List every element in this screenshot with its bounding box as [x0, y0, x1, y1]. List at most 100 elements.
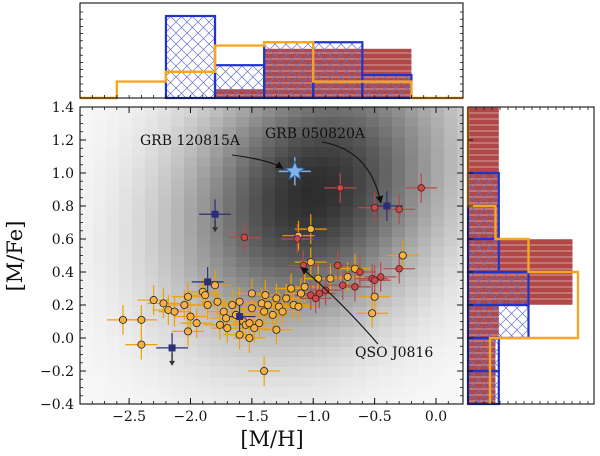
- density-cell: [158, 137, 171, 147]
- density-cell: [249, 177, 262, 187]
- density-cell: [132, 287, 145, 297]
- density-cell: [80, 147, 93, 157]
- density-cell: [288, 207, 301, 217]
- density-cell: [314, 397, 327, 404]
- density-cell: [80, 207, 93, 217]
- density-cell: [210, 237, 223, 247]
- y-tick-label: 0.6: [52, 232, 74, 248]
- y-tick-label: 0.8: [52, 199, 74, 215]
- density-cell: [171, 257, 184, 267]
- density-cell: [457, 177, 463, 187]
- density-cell: [444, 187, 457, 197]
- density-cell: [171, 197, 184, 207]
- density-cell: [184, 367, 197, 377]
- right-histogram-bars: [466, 107, 580, 406]
- density-cell: [93, 327, 106, 337]
- density-cell: [106, 307, 119, 317]
- density-cell: [145, 107, 158, 117]
- density-cell: [145, 347, 158, 357]
- density-cell: [145, 277, 158, 287]
- density-cell: [366, 127, 379, 137]
- density-cell: [444, 147, 457, 157]
- density-cell: [184, 337, 197, 347]
- orange-point: [260, 366, 269, 375]
- density-cell: [405, 127, 418, 137]
- density-cell: [431, 387, 444, 397]
- density-cell: [457, 137, 463, 147]
- density-cell: [223, 227, 236, 237]
- density-cell: [353, 237, 366, 247]
- density-cell: [314, 127, 327, 137]
- density-cell: [314, 237, 327, 247]
- density-cell: [301, 397, 314, 404]
- y-tick-label: 1.2: [52, 133, 74, 149]
- density-cell: [457, 307, 463, 317]
- density-cell: [93, 307, 106, 317]
- density-cell: [418, 307, 431, 317]
- density-cell: [184, 147, 197, 157]
- density-cell: [366, 197, 379, 207]
- density-cell: [197, 337, 210, 347]
- density-cell: [145, 167, 158, 177]
- density-cell: [340, 307, 353, 317]
- density-cell: [132, 357, 145, 367]
- density-cell: [392, 277, 405, 287]
- density-cell: [366, 167, 379, 177]
- density-cell: [418, 197, 431, 207]
- density-cell: [405, 307, 418, 317]
- density-cell: [457, 287, 463, 297]
- density-cell: [236, 177, 249, 187]
- density-cell: [249, 137, 262, 147]
- density-cell: [249, 387, 262, 397]
- density-cell: [366, 387, 379, 397]
- density-cell: [80, 287, 93, 297]
- density-cell: [366, 107, 379, 117]
- density-cell: [236, 287, 249, 297]
- density-cell: [93, 197, 106, 207]
- y-tick-label: −0.4: [40, 397, 74, 413]
- density-cell: [288, 227, 301, 237]
- density-cell: [93, 207, 106, 217]
- orange-point: [184, 292, 193, 301]
- density-cell: [119, 117, 132, 127]
- density-cell: [366, 117, 379, 127]
- density-cell: [119, 227, 132, 237]
- density-cell: [132, 207, 145, 217]
- density-cell: [119, 107, 132, 117]
- density-cell: [249, 237, 262, 247]
- density-cell: [197, 157, 210, 167]
- density-cell: [340, 247, 353, 257]
- density-cell: [301, 227, 314, 237]
- y-tick-label: 1.4: [52, 100, 74, 116]
- density-cell: [301, 147, 314, 157]
- density-cell: [366, 137, 379, 147]
- density-cell: [262, 217, 275, 227]
- orange-point: [296, 289, 305, 298]
- density-cell: [405, 177, 418, 187]
- density-cell: [119, 367, 132, 377]
- density-cell: [275, 237, 288, 247]
- density-cell: [405, 327, 418, 337]
- density-cell: [301, 327, 314, 337]
- density-cell: [93, 367, 106, 377]
- density-cell: [223, 197, 236, 207]
- density-cell: [418, 267, 431, 277]
- top-blue-bar: [361, 73, 413, 100]
- density-cell: [327, 127, 340, 137]
- density-cell: [444, 367, 457, 377]
- annotation-label: QSO J0816: [355, 345, 433, 361]
- density-cell: [340, 117, 353, 127]
- orange-point: [192, 319, 201, 328]
- density-cell: [119, 237, 132, 247]
- density-cell: [431, 227, 444, 237]
- orange-point: [223, 324, 232, 333]
- density-cell: [158, 247, 171, 257]
- density-cell: [197, 217, 210, 227]
- red-point: [370, 276, 379, 284]
- density-cell: [457, 367, 463, 377]
- density-cell: [158, 377, 171, 387]
- orange-point: [343, 272, 352, 281]
- orange-point: [306, 225, 315, 234]
- density-cell: [106, 137, 119, 147]
- density-cell: [236, 397, 249, 404]
